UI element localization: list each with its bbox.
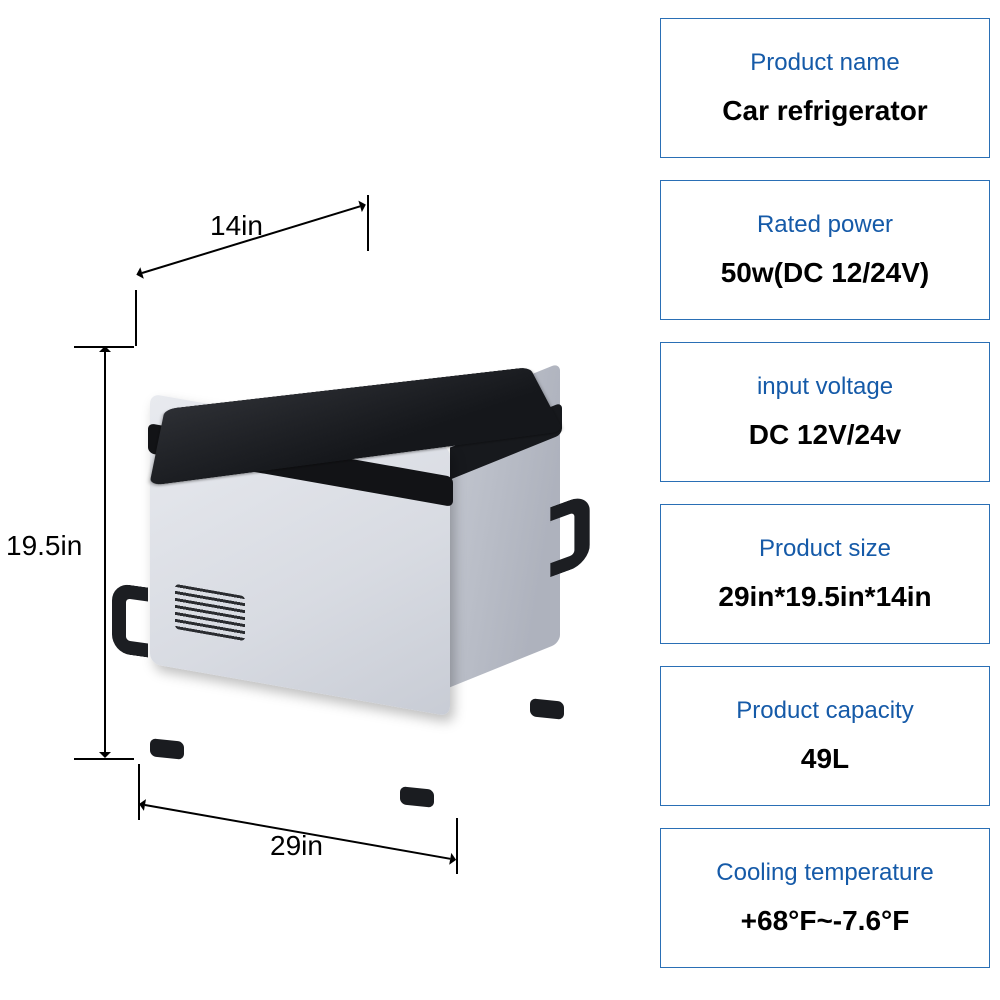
foot-icon [400,786,434,808]
spec-value: DC 12V/24v [749,419,902,451]
spec-table: Product name Car refrigerator Rated powe… [660,18,990,968]
spec-value: 49L [801,743,849,775]
dim-height-arrow [104,352,106,752]
dim-tick [138,764,140,820]
spec-key: Product name [750,49,899,77]
spec-key: Product size [759,535,891,563]
spec-row-rated-power: Rated power 50w(DC 12/24V) [660,180,990,320]
dim-tick [456,818,458,874]
spec-key: input voltage [757,373,893,401]
spec-row-input-voltage: input voltage DC 12V/24v [660,342,990,482]
spec-value: 29in*19.5in*14in [718,581,931,613]
product-illustration [150,330,550,690]
foot-icon [150,738,184,760]
foot-icon [530,698,564,720]
spec-row-product-size: Product size 29in*19.5in*14in [660,504,990,644]
handle-icon [112,582,148,657]
dim-height-label: 19.5in [6,530,82,562]
handle-icon [550,493,590,577]
spec-value: Car refrigerator [722,95,927,127]
spec-key: Cooling temperature [716,859,933,887]
spec-row-product-name: Product name Car refrigerator [660,18,990,158]
spec-value: +68°F~-7.6°F [741,905,910,937]
dim-tick [74,758,134,760]
spec-key: Rated power [757,211,893,239]
spec-row-cooling-temperature: Cooling temperature +68°F~-7.6°F [660,828,990,968]
dim-tick [367,195,369,251]
dim-tick [135,290,137,346]
spec-value: 50w(DC 12/24V) [721,257,930,289]
spec-key: Product capacity [736,697,913,725]
product-dimension-diagram: 14in 19.5in 29in [0,0,640,1000]
spec-row-product-capacity: Product capacity 49L [660,666,990,806]
